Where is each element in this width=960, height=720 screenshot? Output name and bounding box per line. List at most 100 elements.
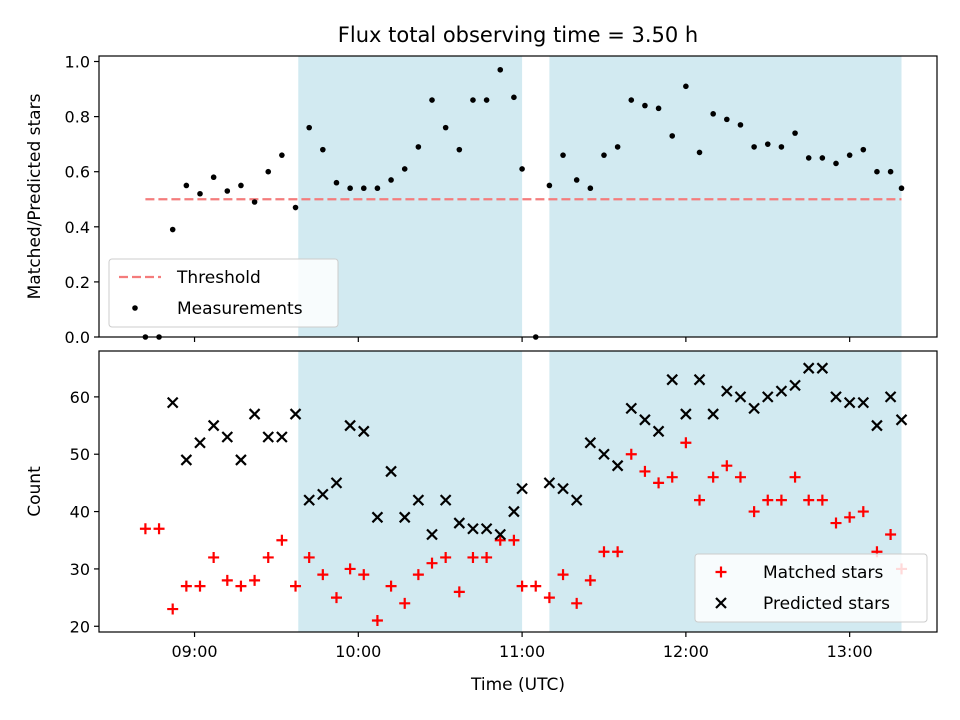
data-point <box>426 528 438 541</box>
data-point <box>546 182 553 189</box>
data-point <box>857 396 870 409</box>
data-point <box>442 124 449 131</box>
x-tick-label: 12:00 <box>663 642 709 661</box>
y-tick-label: 30 <box>70 560 90 579</box>
data-point <box>320 146 326 153</box>
data-point <box>887 168 894 175</box>
y-tick-label: 20 <box>70 617 90 636</box>
plot-area <box>298 351 902 632</box>
data-point <box>683 83 689 90</box>
data-point <box>871 419 883 432</box>
data-point <box>303 551 315 563</box>
data-point <box>748 402 760 415</box>
data-point <box>570 494 583 506</box>
data-point <box>238 182 244 189</box>
data-point <box>262 551 274 563</box>
data-point <box>843 396 856 409</box>
data-point <box>775 385 788 397</box>
legend-label: Matched stars <box>763 563 883 583</box>
data-point <box>467 551 479 563</box>
data-point <box>543 477 556 489</box>
data-point <box>251 199 258 205</box>
observing-interval-0 <box>298 351 523 632</box>
data-point <box>721 460 733 472</box>
data-point <box>778 144 785 150</box>
data-point <box>347 185 353 192</box>
data-point <box>516 580 528 592</box>
data-point <box>292 204 299 211</box>
data-point <box>693 373 706 386</box>
data-point <box>816 362 829 374</box>
plot-area <box>145 56 902 337</box>
data-point <box>639 414 651 426</box>
data-point <box>330 477 343 489</box>
data-point <box>194 436 206 449</box>
data-point <box>587 185 594 192</box>
data-point <box>398 511 411 524</box>
data-point <box>415 144 422 150</box>
y-tick-label: 40 <box>70 503 90 522</box>
data-point <box>819 155 826 161</box>
data-point <box>344 419 356 432</box>
data-point <box>519 166 525 172</box>
data-point <box>470 97 476 103</box>
x-tick-label: 10:00 <box>335 642 381 661</box>
data-point <box>385 580 397 592</box>
data-point <box>317 569 329 581</box>
data-point <box>139 523 151 535</box>
data-point <box>669 133 676 139</box>
data-point <box>330 592 342 604</box>
data-point <box>655 105 662 112</box>
data-point <box>625 402 638 415</box>
y-tick-label: 0.4 <box>65 218 90 237</box>
data-point <box>412 494 425 506</box>
y-axis-label: Count <box>25 466 45 517</box>
legend-label: Predicted stars <box>763 594 890 614</box>
data-point <box>440 551 452 563</box>
data-point <box>235 580 247 592</box>
data-point <box>792 130 798 136</box>
data-point <box>371 615 383 627</box>
data-point <box>249 574 261 586</box>
data-point <box>248 408 261 420</box>
series-measurements <box>142 66 905 340</box>
data-point <box>694 494 706 506</box>
data-point <box>830 391 842 403</box>
data-point <box>543 592 555 604</box>
data-point <box>680 437 692 449</box>
data-point <box>169 226 176 233</box>
data-point <box>601 152 607 158</box>
data-point <box>530 580 542 592</box>
data-point <box>429 97 435 103</box>
axes-frame <box>98 55 938 338</box>
legend-box <box>694 553 928 623</box>
data-point <box>612 546 624 558</box>
data-point <box>751 144 757 150</box>
data-point <box>289 408 302 420</box>
data-point <box>221 431 234 443</box>
data-point <box>180 580 192 592</box>
data-point <box>221 574 233 586</box>
data-point <box>357 425 370 438</box>
data-point <box>385 465 397 478</box>
data-point <box>262 431 275 443</box>
y-axis-label: Matched/Predicted stars <box>25 93 45 299</box>
data-point <box>652 425 665 438</box>
data-point <box>707 471 719 483</box>
data-point <box>816 494 828 506</box>
data-point <box>789 379 801 392</box>
data-point <box>789 471 801 483</box>
data-point <box>611 459 624 472</box>
data-point <box>426 557 438 569</box>
legend-swatch <box>715 566 727 578</box>
data-point <box>584 436 597 449</box>
data-point <box>210 174 217 181</box>
data-point <box>207 419 220 432</box>
data-point <box>666 373 679 386</box>
data-point <box>453 517 466 529</box>
data-point <box>761 391 774 403</box>
y-tick-label: 0.8 <box>65 108 90 127</box>
data-point <box>235 454 247 466</box>
data-point <box>401 166 408 172</box>
data-point <box>399 597 411 609</box>
